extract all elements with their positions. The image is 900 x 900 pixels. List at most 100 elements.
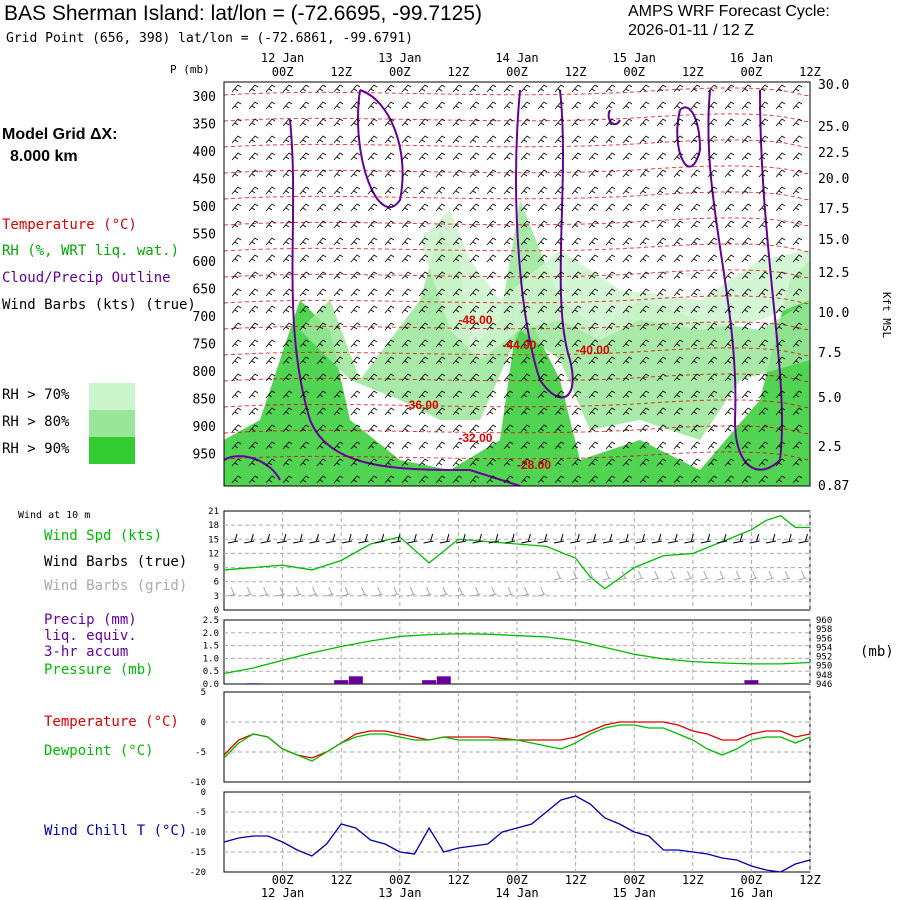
wind-barb-grid: [700, 570, 709, 581]
wind-barb: [792, 373, 803, 382]
wind-barb: [673, 458, 684, 467]
wind-barb: [588, 305, 599, 314]
wind-barb: [622, 84, 633, 93]
wind-barb: [333, 101, 344, 110]
wind-barb: [265, 135, 276, 144]
wind-barb: [741, 237, 752, 246]
wind-barb: [690, 339, 701, 348]
wind-barb: [282, 118, 293, 127]
wind-barb: [299, 169, 310, 178]
wind-barb: [486, 373, 497, 382]
wind-barb: [333, 118, 344, 127]
height-tick-label: 10.0: [818, 306, 849, 321]
wind-barb: [316, 135, 327, 144]
wind-barb: [588, 84, 599, 93]
wind-barb: [350, 169, 361, 178]
wind-barb-true: [358, 533, 369, 544]
wind-barb: [758, 237, 769, 246]
wind-barb: [775, 271, 786, 280]
forecast-cycle-value: 2026-01-11 / 12 Z: [628, 22, 755, 39]
wind-barb: [231, 118, 242, 127]
isotherm-line: [224, 451, 810, 461]
wind-barb: [350, 101, 361, 110]
wind-barb: [605, 441, 616, 450]
wind-barb: [248, 237, 259, 246]
wind-barb: [520, 220, 531, 229]
wind-barb-true: [602, 533, 613, 544]
wind-barb: [537, 458, 548, 467]
wind-barb: [367, 373, 378, 382]
wind-barb: [231, 186, 242, 195]
wind-barb: [741, 152, 752, 161]
wind-barb: [690, 305, 701, 314]
wind-barb: [724, 458, 735, 467]
isotherm-label: -32.00: [458, 431, 492, 445]
wind-barb: [486, 271, 497, 280]
wind-barb: [673, 339, 684, 348]
wind-barb: [520, 118, 531, 127]
wind-barb: [435, 118, 446, 127]
wind-barb-grid: [684, 570, 693, 581]
wind-barb: [690, 84, 701, 93]
rh70-swatch: [89, 383, 135, 410]
wind-barb: [452, 356, 463, 365]
wind-barb: [299, 424, 310, 433]
wind-barb: [350, 356, 361, 365]
wind-barb: [571, 203, 582, 212]
wind-barb: [673, 373, 684, 382]
wind-barb: [282, 339, 293, 348]
wind-barb: [792, 237, 803, 246]
wind-barb: [707, 254, 718, 263]
wind-barb: [775, 441, 786, 450]
wind-barb: [316, 322, 327, 331]
wind-barb: [588, 322, 599, 331]
wind-barb: [265, 186, 276, 195]
wind-barb-true: [700, 533, 711, 544]
wind-barb: [639, 101, 650, 110]
cloud-outline: [224, 455, 281, 481]
wind-barb: [452, 288, 463, 297]
isotherm-line: [224, 295, 810, 305]
wind-barb: [775, 356, 786, 365]
wind-barb: [554, 288, 565, 297]
wind-barb: [741, 203, 752, 212]
pressure-ytick: 954: [816, 643, 832, 653]
wind-barb: [639, 407, 650, 416]
wind-barb: [299, 271, 310, 280]
wind-barb: [503, 254, 514, 263]
wind-barb: [707, 288, 718, 297]
wind-barb: [299, 152, 310, 161]
wind-barb: [775, 152, 786, 161]
wind-barb: [418, 118, 429, 127]
wind-barb: [537, 288, 548, 297]
wind-barb: [503, 84, 514, 93]
wind-barb: [401, 84, 412, 93]
wind-barb: [775, 84, 786, 93]
cross-section-frame: [223, 81, 811, 487]
wind-barb: [588, 254, 599, 263]
wind-barb: [469, 305, 480, 314]
wind-barb: [401, 475, 412, 484]
pressure-ytick: 946: [816, 680, 832, 690]
wind-barb-grid: [374, 586, 383, 597]
wind-barb-true: [374, 533, 385, 544]
top-day-label: 13 Jan: [378, 51, 421, 65]
bottom-time-tick: 12Z: [448, 873, 470, 887]
wind-barb: [707, 373, 718, 382]
top-time-tick: 12Z: [330, 65, 352, 79]
wind-barb: [571, 475, 582, 484]
forecast-cycle-label: AMPS WRF Forecast Cycle:: [628, 3, 830, 20]
wind-barb: [282, 390, 293, 399]
wind-barb: [401, 254, 412, 263]
precip-ytick: 0.0: [203, 680, 219, 690]
isotherm-line: [224, 347, 810, 357]
wind-barb-true: [668, 533, 679, 544]
wind-barb: [588, 220, 599, 229]
wind-barb: [741, 407, 752, 416]
wind-barb-grid: [227, 586, 237, 597]
wind-barb: [622, 441, 633, 450]
wind-barb: [248, 84, 259, 93]
wind-barb: [350, 390, 361, 399]
wind-barb: [605, 424, 616, 433]
windchill-ytick: -15: [190, 848, 206, 858]
